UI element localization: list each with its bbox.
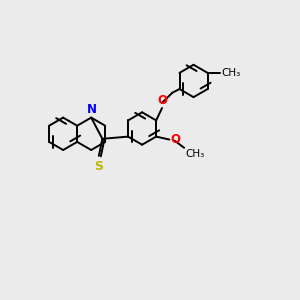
Text: S: S [94, 160, 103, 173]
Text: CH₃: CH₃ [185, 149, 205, 159]
Text: O: O [170, 133, 180, 146]
Text: CH₃: CH₃ [222, 68, 241, 78]
Text: N: N [86, 103, 97, 116]
Text: O: O [157, 94, 167, 107]
